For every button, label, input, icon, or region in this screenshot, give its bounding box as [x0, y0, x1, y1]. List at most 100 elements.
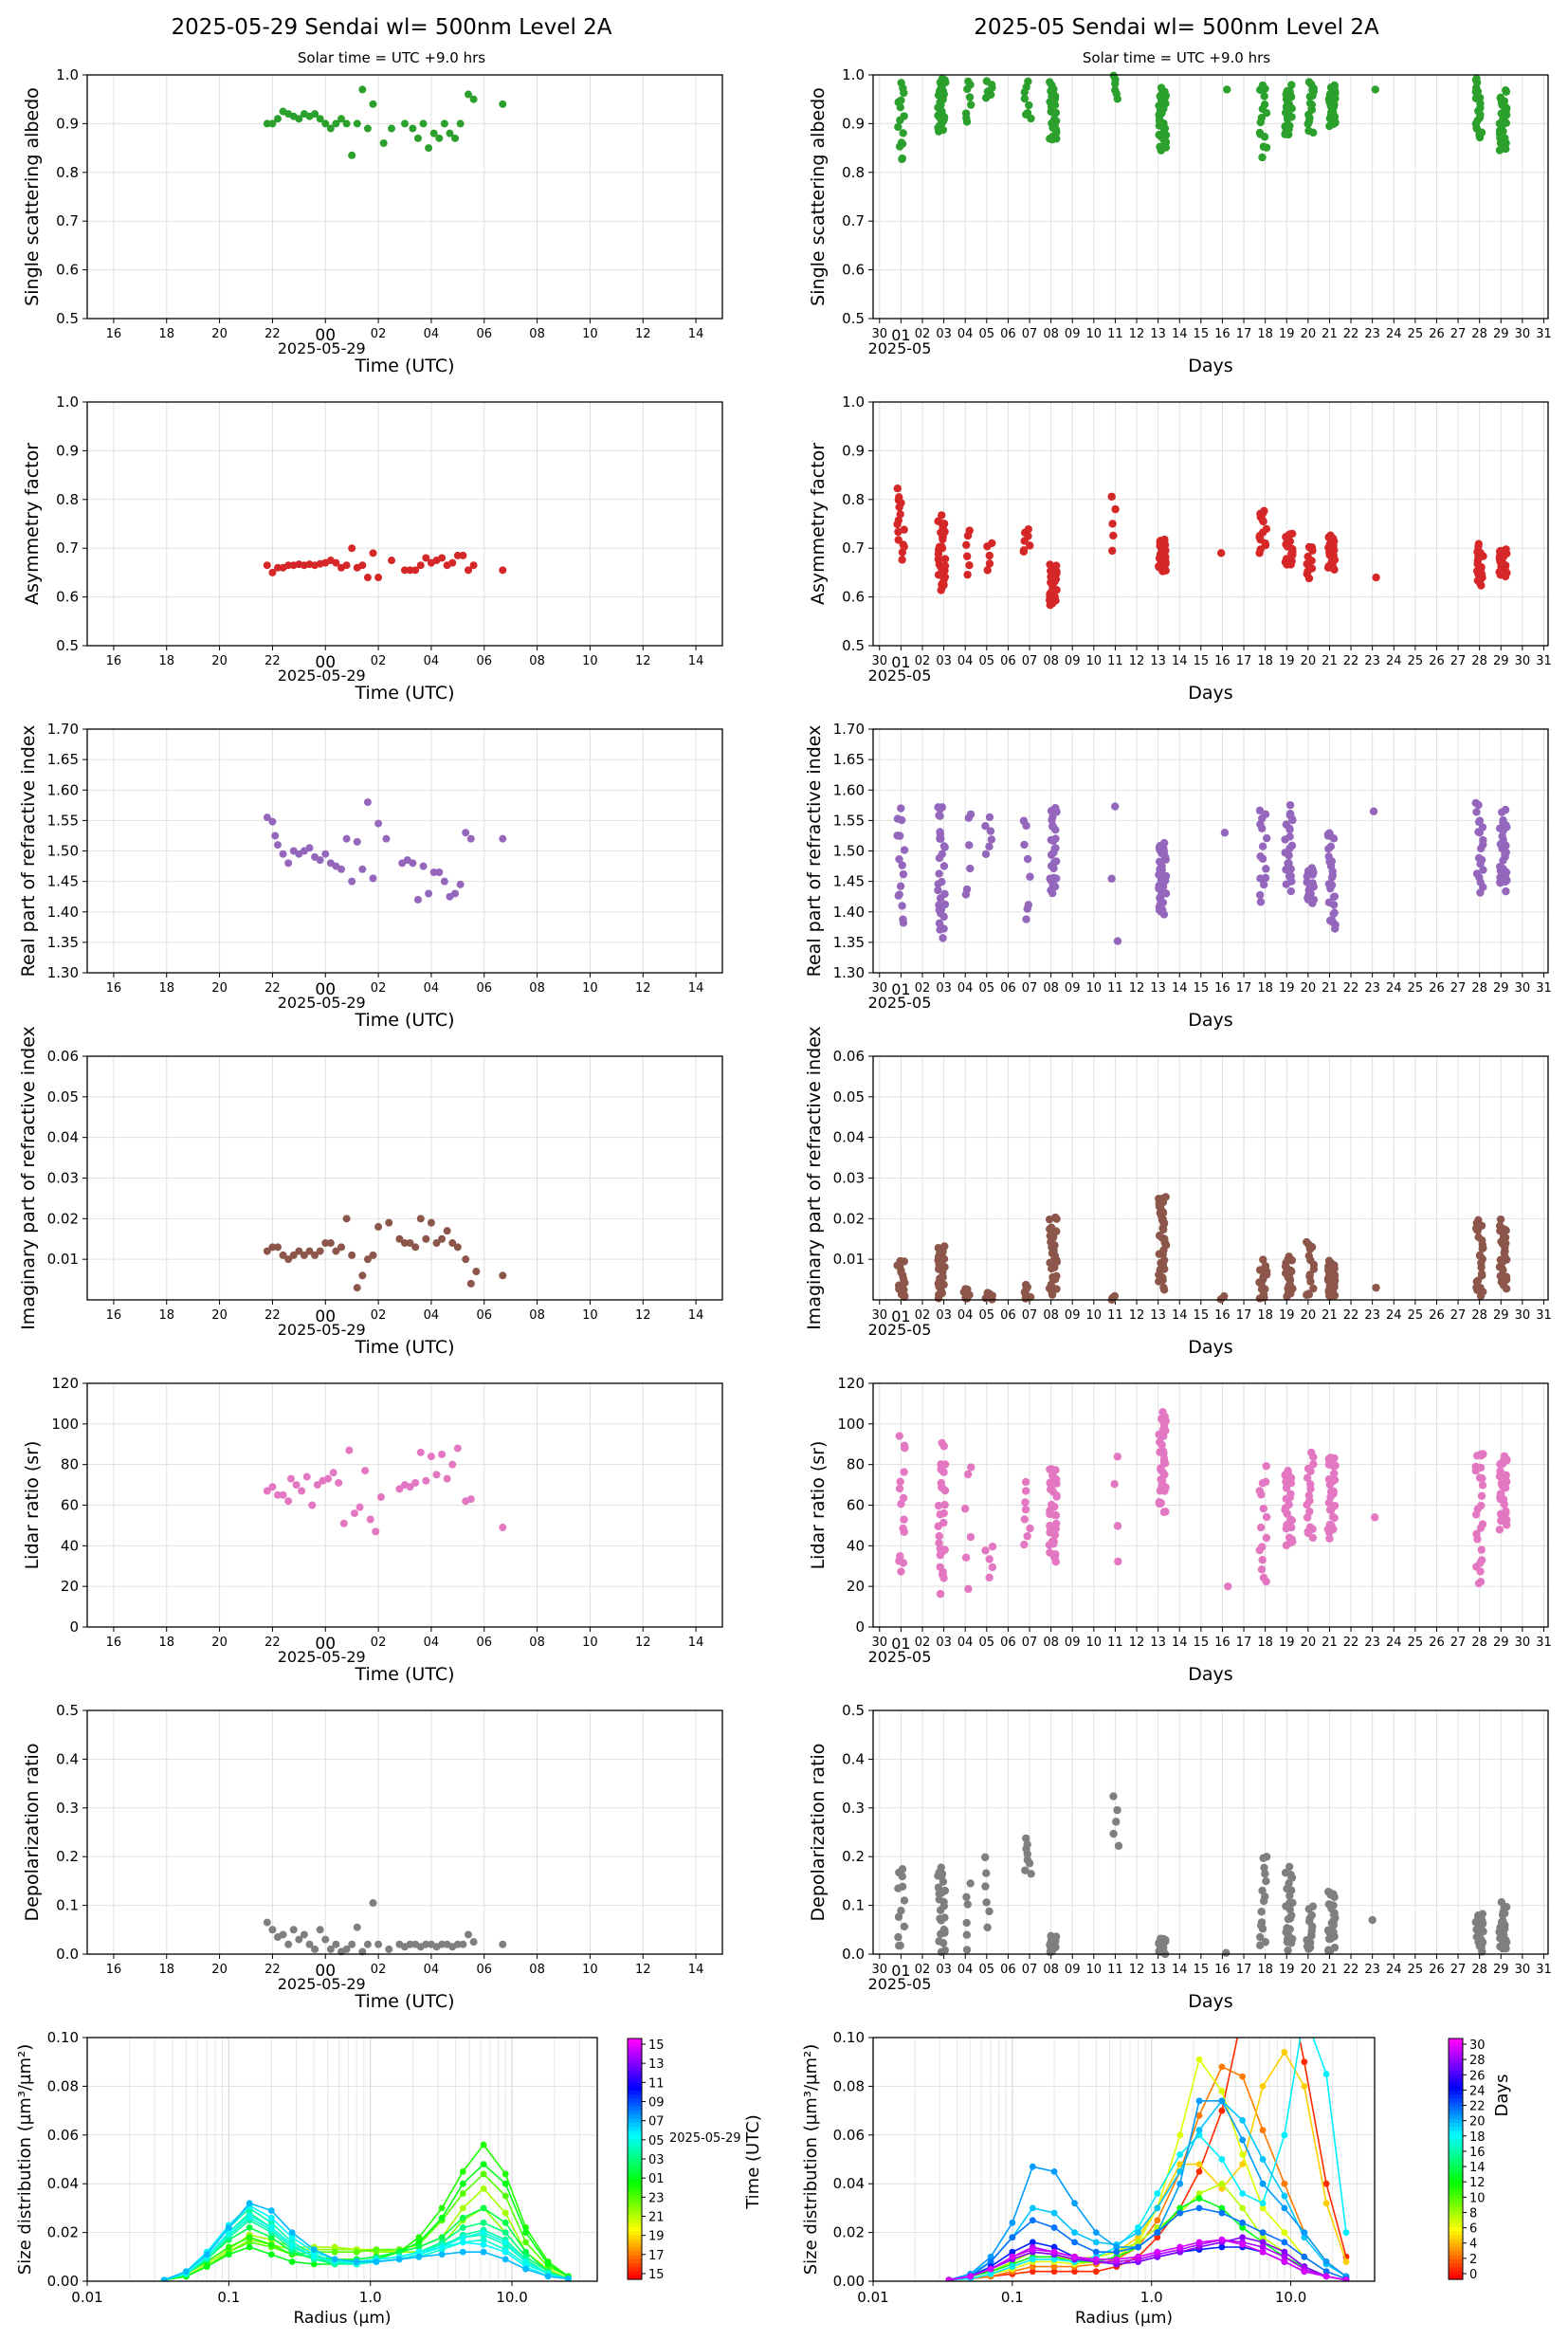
x-tick-label: 30 [872, 654, 888, 668]
x-tick-label: 19 [1279, 327, 1295, 341]
size-series-point [353, 2258, 360, 2265]
size-series-point [246, 2212, 253, 2220]
data-point [348, 877, 356, 886]
y-tick-label: 0.9 [842, 115, 865, 132]
data-point [1495, 1526, 1504, 1534]
data-point [1471, 798, 1480, 808]
data-point [1330, 1943, 1340, 1952]
x-tick-label: 08 [1043, 654, 1059, 668]
data-point [938, 83, 946, 92]
data-point [938, 511, 946, 520]
data-point [900, 542, 908, 551]
data-point [934, 1883, 943, 1892]
y-tick-label: 0.4 [842, 1750, 865, 1767]
x-tick-label: 24 [1386, 981, 1402, 996]
data-point [1046, 78, 1054, 86]
right-title: 2025-05 Sendai wl= 500nm Level 2A [974, 15, 1379, 40]
colorbar-segment [628, 2046, 642, 2052]
colorbar-segment [628, 2206, 642, 2212]
data-point [1160, 1412, 1170, 1421]
size-series-point [267, 2219, 275, 2226]
y-tick-label: 1.40 [833, 904, 865, 921]
x-tick-label: 18 [1257, 654, 1273, 668]
x-tick-label: 09 [1065, 1636, 1081, 1650]
size-series-point [267, 2214, 275, 2221]
data-point [1471, 1462, 1480, 1472]
x-tick-label: 14 [1172, 327, 1188, 341]
x-tick-label: 16 [1214, 327, 1231, 341]
colorbar-segment [1449, 2195, 1463, 2200]
data-point [1026, 872, 1034, 881]
x-tick-label: 07 [1022, 1963, 1038, 1977]
data-point [897, 1907, 905, 1915]
data-point [962, 540, 971, 549]
data-point [1046, 874, 1054, 883]
size-series-point [1029, 2263, 1036, 2270]
x-tick-label: 19 [1279, 1308, 1295, 1323]
colorbar-segment [1449, 2118, 1463, 2124]
size-series-point [1259, 2083, 1267, 2090]
x-tick-label: 04 [957, 1308, 974, 1323]
data-point [388, 557, 396, 565]
data-point [898, 902, 906, 910]
y-tick-label: 0.01 [833, 1251, 865, 1268]
data-point [1285, 800, 1295, 810]
data-point [985, 842, 994, 851]
x-tick-label: 08 [529, 327, 545, 341]
data-point [268, 1926, 277, 1934]
size-series-point [480, 2229, 487, 2237]
data-point [1478, 1271, 1486, 1280]
y-tick-label: 1.60 [47, 781, 79, 798]
x-tick-label: 20 [211, 327, 228, 341]
data-point [939, 842, 949, 850]
size-series-point [1176, 2150, 1184, 2158]
size-series-point [1154, 2190, 1161, 2197]
data-point [894, 891, 903, 900]
data-point [1477, 1501, 1486, 1510]
x-tick-label: 24 [1386, 1636, 1402, 1650]
x-axis-label: Radius (µm) [1075, 2309, 1173, 2328]
data-point [1331, 1461, 1340, 1471]
y-tick-label: 1.30 [833, 964, 865, 981]
y-tick-label: 0.8 [56, 164, 79, 181]
data-point [1477, 1545, 1486, 1554]
x-tick-label: 14 [688, 1308, 704, 1323]
size-series-point [203, 2251, 210, 2258]
data-point [966, 1879, 975, 1888]
x-tick-label: 11 [1107, 1963, 1123, 1977]
x-axis-label: Time (UTC) [354, 1337, 454, 1358]
size-series-point [1239, 2234, 1247, 2241]
data-point [279, 850, 287, 858]
colorbar-tick-label: 15 [648, 2268, 665, 2282]
data-point [284, 561, 293, 570]
x-tick-label: 11 [1107, 1636, 1123, 1650]
data-point [895, 1432, 903, 1440]
size-series-point [1218, 2243, 1226, 2251]
data-point [898, 1882, 907, 1891]
data-point [316, 115, 324, 123]
data-point [448, 1460, 457, 1469]
data-point [374, 1222, 383, 1231]
x-tick-label: 17 [1236, 1308, 1252, 1323]
data-point [268, 119, 277, 128]
size-series-point [288, 2234, 296, 2241]
x-tick-label: 03 [936, 327, 952, 341]
data-point [896, 1552, 904, 1561]
data-point [1472, 1218, 1481, 1228]
data-point [1158, 862, 1166, 870]
data-point [1160, 87, 1169, 96]
data-point [499, 100, 507, 108]
data-point [363, 1940, 372, 1948]
data-point [1220, 829, 1230, 837]
data-point [1329, 1890, 1338, 1899]
data-point [899, 1559, 908, 1567]
data-point [419, 119, 428, 128]
data-point [982, 77, 992, 85]
size-series-point [1071, 2239, 1078, 2246]
x-tick-label: 08 [1043, 981, 1059, 996]
data-point [1046, 1478, 1055, 1487]
colorbar-tick-label: 12 [1469, 2176, 1486, 2190]
data-point [1330, 924, 1340, 933]
data-point [934, 886, 942, 895]
x-axis-label: Days [1188, 1337, 1232, 1358]
